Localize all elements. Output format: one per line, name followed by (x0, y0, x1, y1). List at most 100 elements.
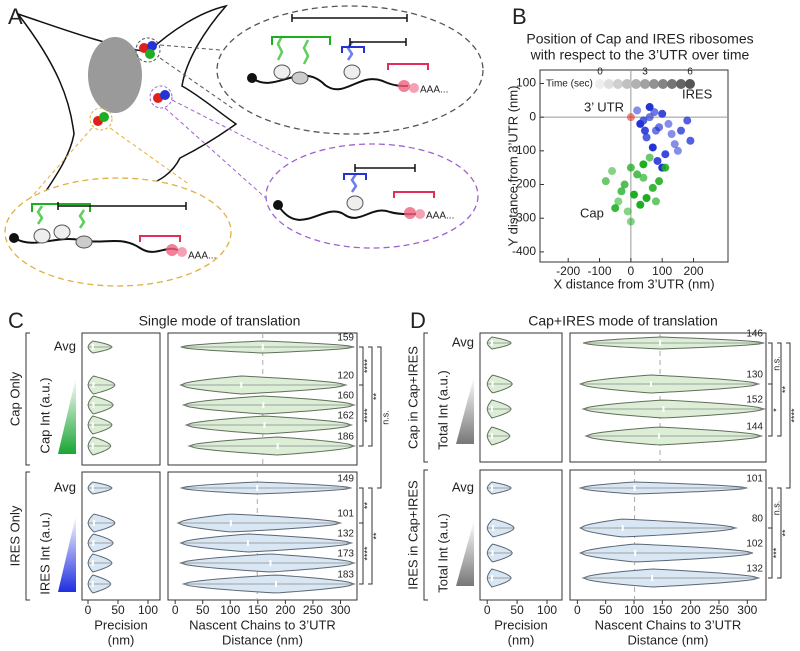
plot-frame (569, 469, 767, 601)
y-tick-label: 0 (529, 109, 536, 123)
row-label: Avg (452, 479, 474, 494)
x-tick-label: 50 (196, 603, 210, 617)
blue-bracket (341, 46, 365, 53)
significance-bracket (359, 522, 364, 585)
scale-label: Cap Int (a.u.) (37, 378, 52, 454)
significance-bracket (768, 383, 773, 437)
poly-a-tail: AAA... (188, 251, 216, 262)
x-tick-label: 50 (111, 603, 125, 617)
value-label: 152 (746, 395, 763, 406)
value-label: 183 (337, 570, 354, 581)
zoom-connector (171, 99, 291, 161)
scatter-point (642, 133, 651, 142)
significance-label: n.s. (771, 356, 781, 371)
group-brace (25, 471, 30, 601)
scatter-point (620, 180, 629, 189)
scatter-point (667, 130, 676, 138)
significance-label: **** (789, 408, 799, 423)
significance-bracket (777, 342, 782, 437)
scatter-point (661, 150, 670, 159)
scale-label: IRES Int (a.u.) (37, 512, 52, 594)
x-axis-label: Precision (94, 617, 147, 632)
zoom-circle (89, 107, 113, 131)
poly-a-tail: AAA... (426, 211, 454, 222)
zoom-connector (159, 57, 236, 111)
x-tick-label: 100 (537, 603, 557, 617)
x-tick-label: 0 (484, 603, 491, 617)
nascent-chain (36, 205, 44, 225)
group-brace (423, 469, 428, 601)
significance-label: ** (780, 529, 790, 537)
x-tick-label: 100 (624, 603, 644, 617)
value-label: 186 (337, 432, 354, 443)
intensity-wedge (58, 377, 76, 454)
legend-swatch (631, 79, 641, 89)
value-label: 132 (746, 564, 763, 575)
scatter-point (648, 183, 657, 192)
plot-frame (479, 332, 563, 463)
significance-bracket (377, 346, 382, 489)
mrna (277, 204, 417, 221)
x-tick-label: 300 (737, 603, 757, 617)
panel-letter: A (8, 4, 23, 29)
ribosome (75, 235, 93, 249)
scale-bar (291, 14, 408, 22)
scatter-point (633, 106, 642, 115)
scatter-point (645, 113, 654, 122)
scatter-point (636, 200, 645, 209)
ribosome (33, 228, 51, 244)
scatter-point (655, 123, 664, 132)
x-tick-label: 100 (652, 264, 672, 278)
zoom-connector (164, 107, 269, 201)
legend-tick-label: 3 (642, 67, 648, 78)
scatter-point (623, 207, 632, 216)
probe-spot (409, 83, 419, 93)
spot-blue (160, 90, 170, 100)
x-tick-label: 0 (628, 264, 635, 278)
green-bracket (271, 36, 331, 45)
x-tick-label: 250 (303, 603, 323, 617)
legend-tick-label: 6 (687, 67, 693, 78)
significance-bracket (768, 527, 773, 579)
panel-letter: B (512, 4, 527, 29)
x-tick-label: 300 (330, 603, 350, 617)
scatter-point (642, 194, 651, 202)
scale-bar (354, 164, 416, 172)
y-tick-label: -400 (512, 244, 536, 258)
scatter-point (651, 197, 660, 206)
value-label: 132 (337, 529, 354, 540)
x-tick-label: 50 (510, 603, 524, 617)
legend-swatch (595, 79, 605, 89)
scatter-point (653, 156, 662, 165)
blue-bracket (343, 173, 367, 180)
panel-letter: C (8, 308, 24, 333)
scatter-point (664, 119, 673, 128)
value-label: 120 (337, 371, 354, 382)
scatter-point (626, 217, 635, 226)
group-label: Cap in Cap+IRES (405, 346, 420, 449)
plot-frame (539, 69, 729, 263)
value-label: 80 (752, 514, 764, 525)
value-label: 102 (746, 539, 763, 550)
plot-frame (569, 332, 767, 463)
plot-frame (81, 332, 161, 466)
value-label: 144 (746, 422, 763, 433)
intensity-wedge (456, 520, 474, 586)
group-brace (25, 332, 30, 466)
scatter-point (686, 136, 695, 145)
series-label: Cap (580, 205, 604, 220)
cap (9, 233, 19, 243)
scatter-point (683, 116, 692, 125)
ribosome (273, 64, 291, 80)
legend-swatch (613, 79, 623, 89)
scatter-point (650, 108, 659, 117)
value-label: 149 (337, 474, 354, 485)
value-label: 159 (337, 333, 354, 344)
nascent-chain (78, 209, 86, 229)
significance-bracket (368, 346, 373, 447)
ribosome (291, 71, 309, 85)
chart-title: Cap+IRES mode of translation (528, 313, 718, 329)
legend-tick-label: 0 (597, 67, 603, 78)
scatter-point (661, 163, 670, 172)
cell-outline (15, 4, 238, 238)
